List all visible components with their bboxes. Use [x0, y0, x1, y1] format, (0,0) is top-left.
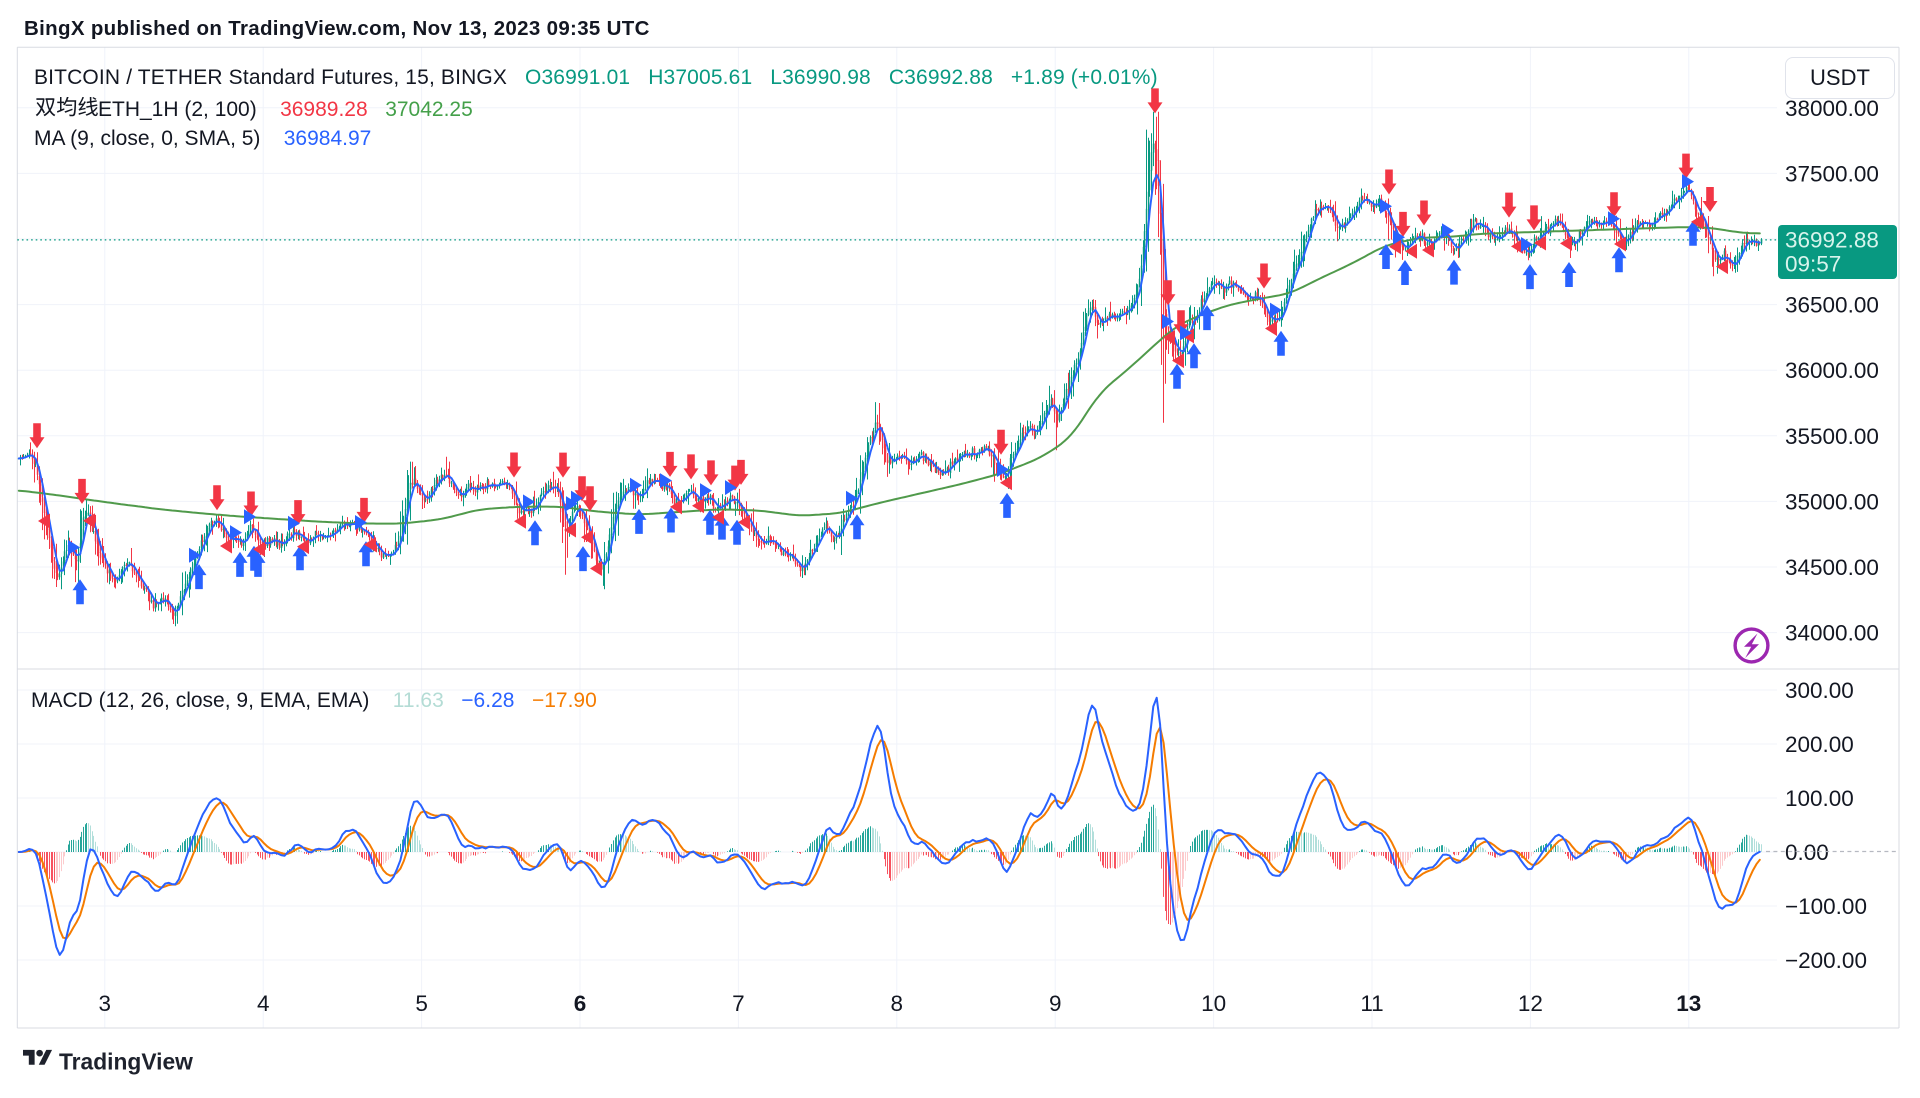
- svg-text:4: 4: [257, 991, 270, 1016]
- svg-text:34500.00: 34500.00: [1785, 555, 1879, 580]
- svg-text:13: 13: [1676, 991, 1701, 1016]
- svg-text:09:57: 09:57: [1785, 252, 1841, 277]
- svg-text:−100.00: −100.00: [1785, 894, 1867, 919]
- svg-text:12: 12: [1518, 991, 1543, 1016]
- svg-text:200.00: 200.00: [1785, 732, 1854, 757]
- svg-text:37500.00: 37500.00: [1785, 161, 1879, 186]
- svg-text:35000.00: 35000.00: [1785, 489, 1879, 514]
- svg-text:6: 6: [574, 991, 587, 1016]
- svg-text:300.00: 300.00: [1785, 678, 1854, 703]
- svg-text:−200.00: −200.00: [1785, 948, 1867, 973]
- svg-text:36992.88: 36992.88: [1785, 228, 1879, 253]
- svg-text:9: 9: [1049, 991, 1062, 1016]
- svg-text:36000.00: 36000.00: [1785, 358, 1879, 383]
- svg-text:3: 3: [99, 991, 112, 1016]
- svg-text:TradingView: TradingView: [59, 1049, 193, 1075]
- svg-text:34000.00: 34000.00: [1785, 621, 1879, 646]
- svg-text:10: 10: [1201, 991, 1226, 1016]
- svg-text:38000.00: 38000.00: [1785, 96, 1879, 121]
- svg-text:100.00: 100.00: [1785, 786, 1854, 811]
- svg-text:5: 5: [415, 991, 428, 1016]
- svg-text:36500.00: 36500.00: [1785, 293, 1879, 318]
- svg-text:0.00: 0.00: [1785, 840, 1829, 865]
- svg-text:7: 7: [732, 991, 745, 1016]
- svg-text:11: 11: [1360, 991, 1383, 1016]
- svg-text:35500.00: 35500.00: [1785, 424, 1879, 449]
- svg-text:8: 8: [891, 991, 904, 1016]
